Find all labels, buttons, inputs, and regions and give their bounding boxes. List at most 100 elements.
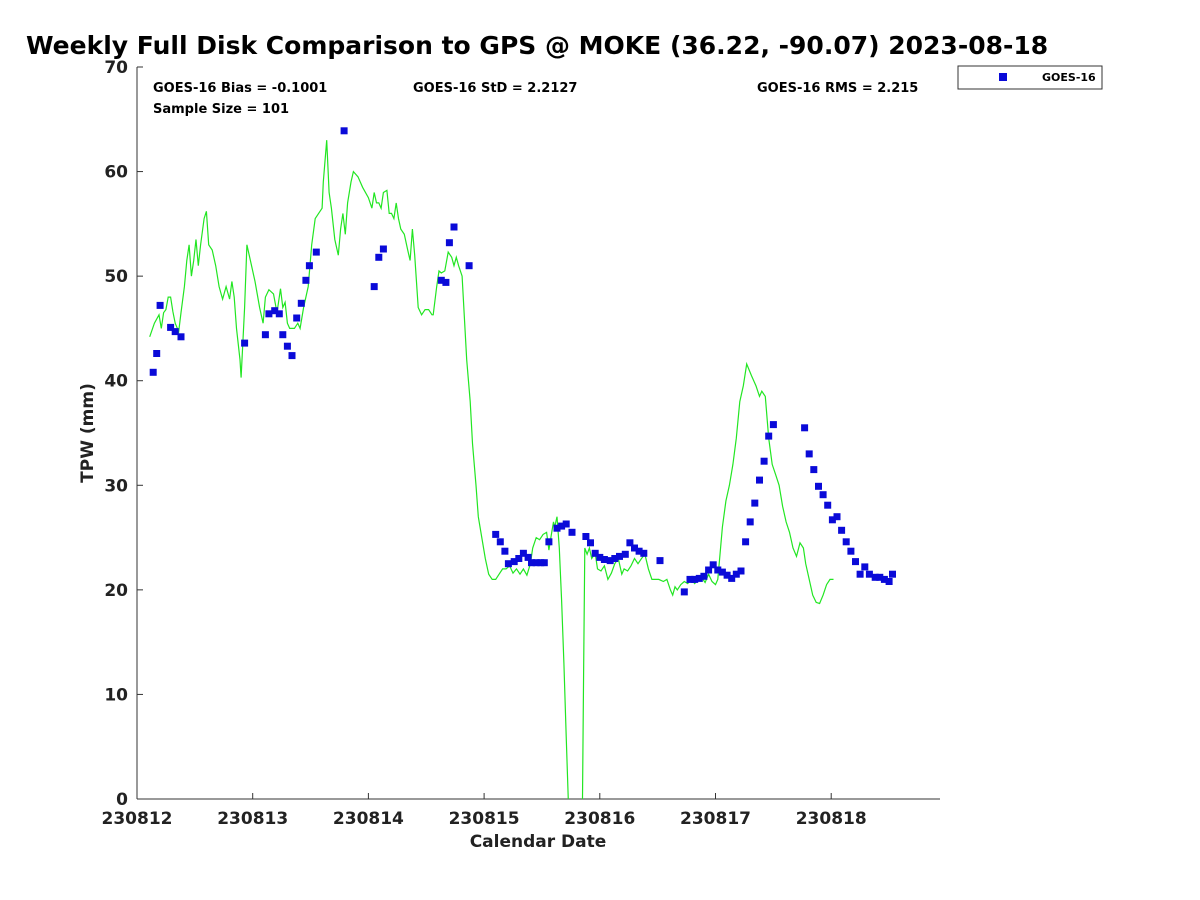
goes16-point [718,568,726,576]
goes16-point [819,491,827,499]
goes16-point [616,552,623,560]
goes16-point [545,538,553,546]
goes16-point [635,547,643,555]
goes16-series [149,127,896,596]
goes16-point [177,333,185,341]
goes16-point [370,283,378,291]
goes16-point [524,553,532,561]
goes16-point [621,550,629,558]
goes16-point [149,368,157,376]
plot-area: 0 10 20 30 40 50 60 70 230812 230813 230814 230815… [102,58,940,829]
goes16-point [737,567,745,575]
goes16-point [261,331,269,339]
goes16-point [714,566,722,574]
goes16-point [275,310,283,318]
goes16-point [680,588,688,596]
goes16-point [700,572,708,580]
goes16-point [861,563,869,571]
goes16-point [302,276,310,284]
goes16-point [558,522,566,530]
goes16-point [156,301,164,309]
goes16-point [265,310,273,318]
goes16-point [600,556,608,563]
goes16-point [756,476,763,484]
goes16-point [312,248,320,256]
goes16-point [765,432,773,440]
goes16-point [340,127,348,135]
rms-stat: GOES-16 RMS = 2.215 [757,81,918,96]
bias-stat: GOES-16 Bias = -0.1001 [153,81,327,96]
goes16-point [833,513,841,521]
goes16-point [656,557,664,565]
legend-label: GOES-16 [1042,71,1096,84]
goes16-point [746,518,754,526]
y-tick-label: 40 [104,372,128,392]
goes16-point [450,223,458,231]
goes16-point [838,526,846,534]
gps-series [149,140,834,799]
y-tick-label: 60 [104,163,128,183]
goes16-point [810,466,818,474]
goes16-point [686,575,694,583]
goes16-point [760,457,768,465]
goes16-point [591,549,599,557]
goes16-point [501,547,509,555]
goes16-point [769,421,777,429]
goes16-point [288,352,296,360]
goes16-point [889,570,896,578]
goes16-point [828,516,836,524]
goes16-point [532,559,540,567]
goes16-point [540,559,548,567]
sample-size-stat: Sample Size = 101 [153,102,289,117]
goes16-point [153,350,161,357]
goes16-point [742,538,750,546]
y-tick-label: 50 [104,267,128,287]
goes16-point [305,262,313,270]
goes16-point [871,573,879,581]
y-tick-label: 10 [104,685,128,705]
y-tick-label: 0 [116,790,128,810]
goes16-point [492,530,500,538]
goes16-point [293,314,301,322]
goes16-point [847,547,855,555]
goes16-point [167,323,175,331]
y-tick-label: 30 [104,476,128,496]
goes16-point [876,573,884,581]
goes16-point [815,482,822,490]
goes16-point [805,450,813,458]
legend-box [957,65,1103,90]
legend-marker [999,73,1007,81]
gps-line [149,140,834,799]
goes16-point [528,559,535,567]
goes16-point [732,570,740,578]
goes16-point [865,570,873,578]
x-tick-label: 230816 [564,809,635,829]
stats-block: GOES-16 Bias = -0.1001 GOES-16 StD = 2.2… [153,81,918,117]
goes16-point [728,574,736,582]
y-tick-label: 70 [104,58,128,78]
goes16-point [626,539,634,547]
goes16-point [587,539,594,547]
goes16-point [611,555,619,562]
goes16-point [723,571,731,579]
goes16-point [606,557,614,565]
goes16-point [695,574,703,582]
goes16-point [279,331,287,339]
legend: GOES-16 [957,65,1103,90]
std-stat: GOES-16 StD = 2.2127 [413,81,577,96]
goes16-point [519,549,527,557]
goes16-point [241,339,249,347]
goes16-point [375,253,383,261]
goes16-point [510,558,518,566]
goes16-point [504,560,512,568]
goes16-point [824,501,832,509]
goes16-point [631,544,638,552]
goes16-point [562,520,570,528]
y-ticks: 0 10 20 30 40 50 60 70 [104,58,143,810]
x-tick-label: 230817 [680,809,751,829]
goes16-point [437,276,445,284]
goes16-point [640,549,648,557]
y-axis-label: TPW (mm) [78,383,98,483]
goes16-point [582,533,590,540]
